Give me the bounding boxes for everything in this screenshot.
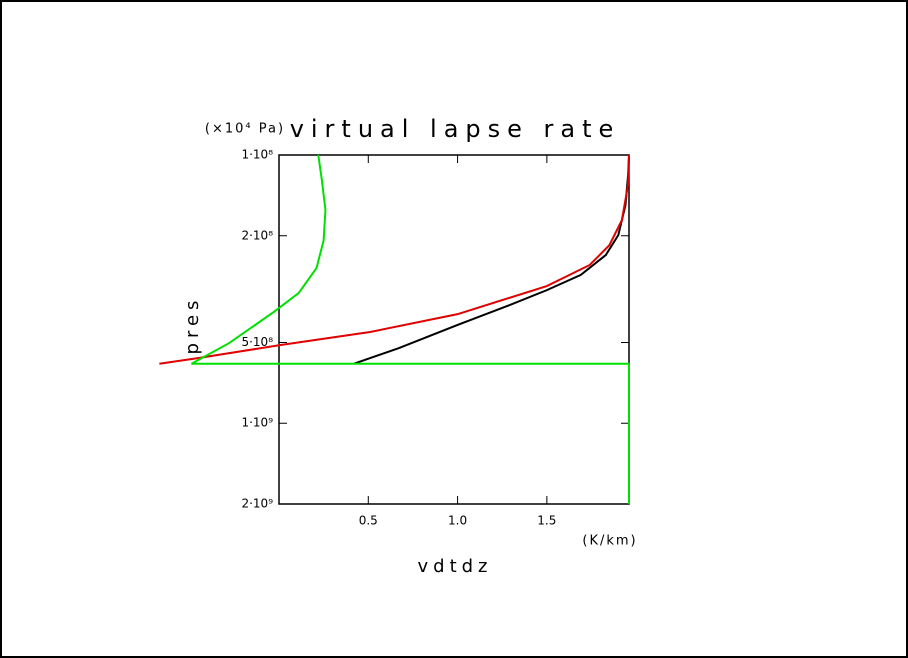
x-tick-label: 1.5 [537,514,556,528]
y-tick-label: 1·10⁸ [241,148,273,162]
y-tick-label: 1·10⁹ [241,416,273,430]
plot-frame [278,154,630,505]
data-line [191,154,630,504]
y-tick-label: 2·10⁹ [241,497,273,511]
x-tick-label: 1.0 [448,514,467,528]
y-tick-label: 5·10⁸ [241,335,273,349]
y-tick-label: 2·10⁸ [241,228,273,242]
y-units: (×10⁴ Pa) [205,122,285,137]
x-tick-label: 0.5 [359,514,378,528]
x-axis-label: vdtdz [417,556,492,577]
y-axis-label: pres [182,296,203,355]
x-units: (K/km) [582,534,637,549]
data-line [159,154,630,365]
chart-title: virtual lapse rate [290,115,621,143]
